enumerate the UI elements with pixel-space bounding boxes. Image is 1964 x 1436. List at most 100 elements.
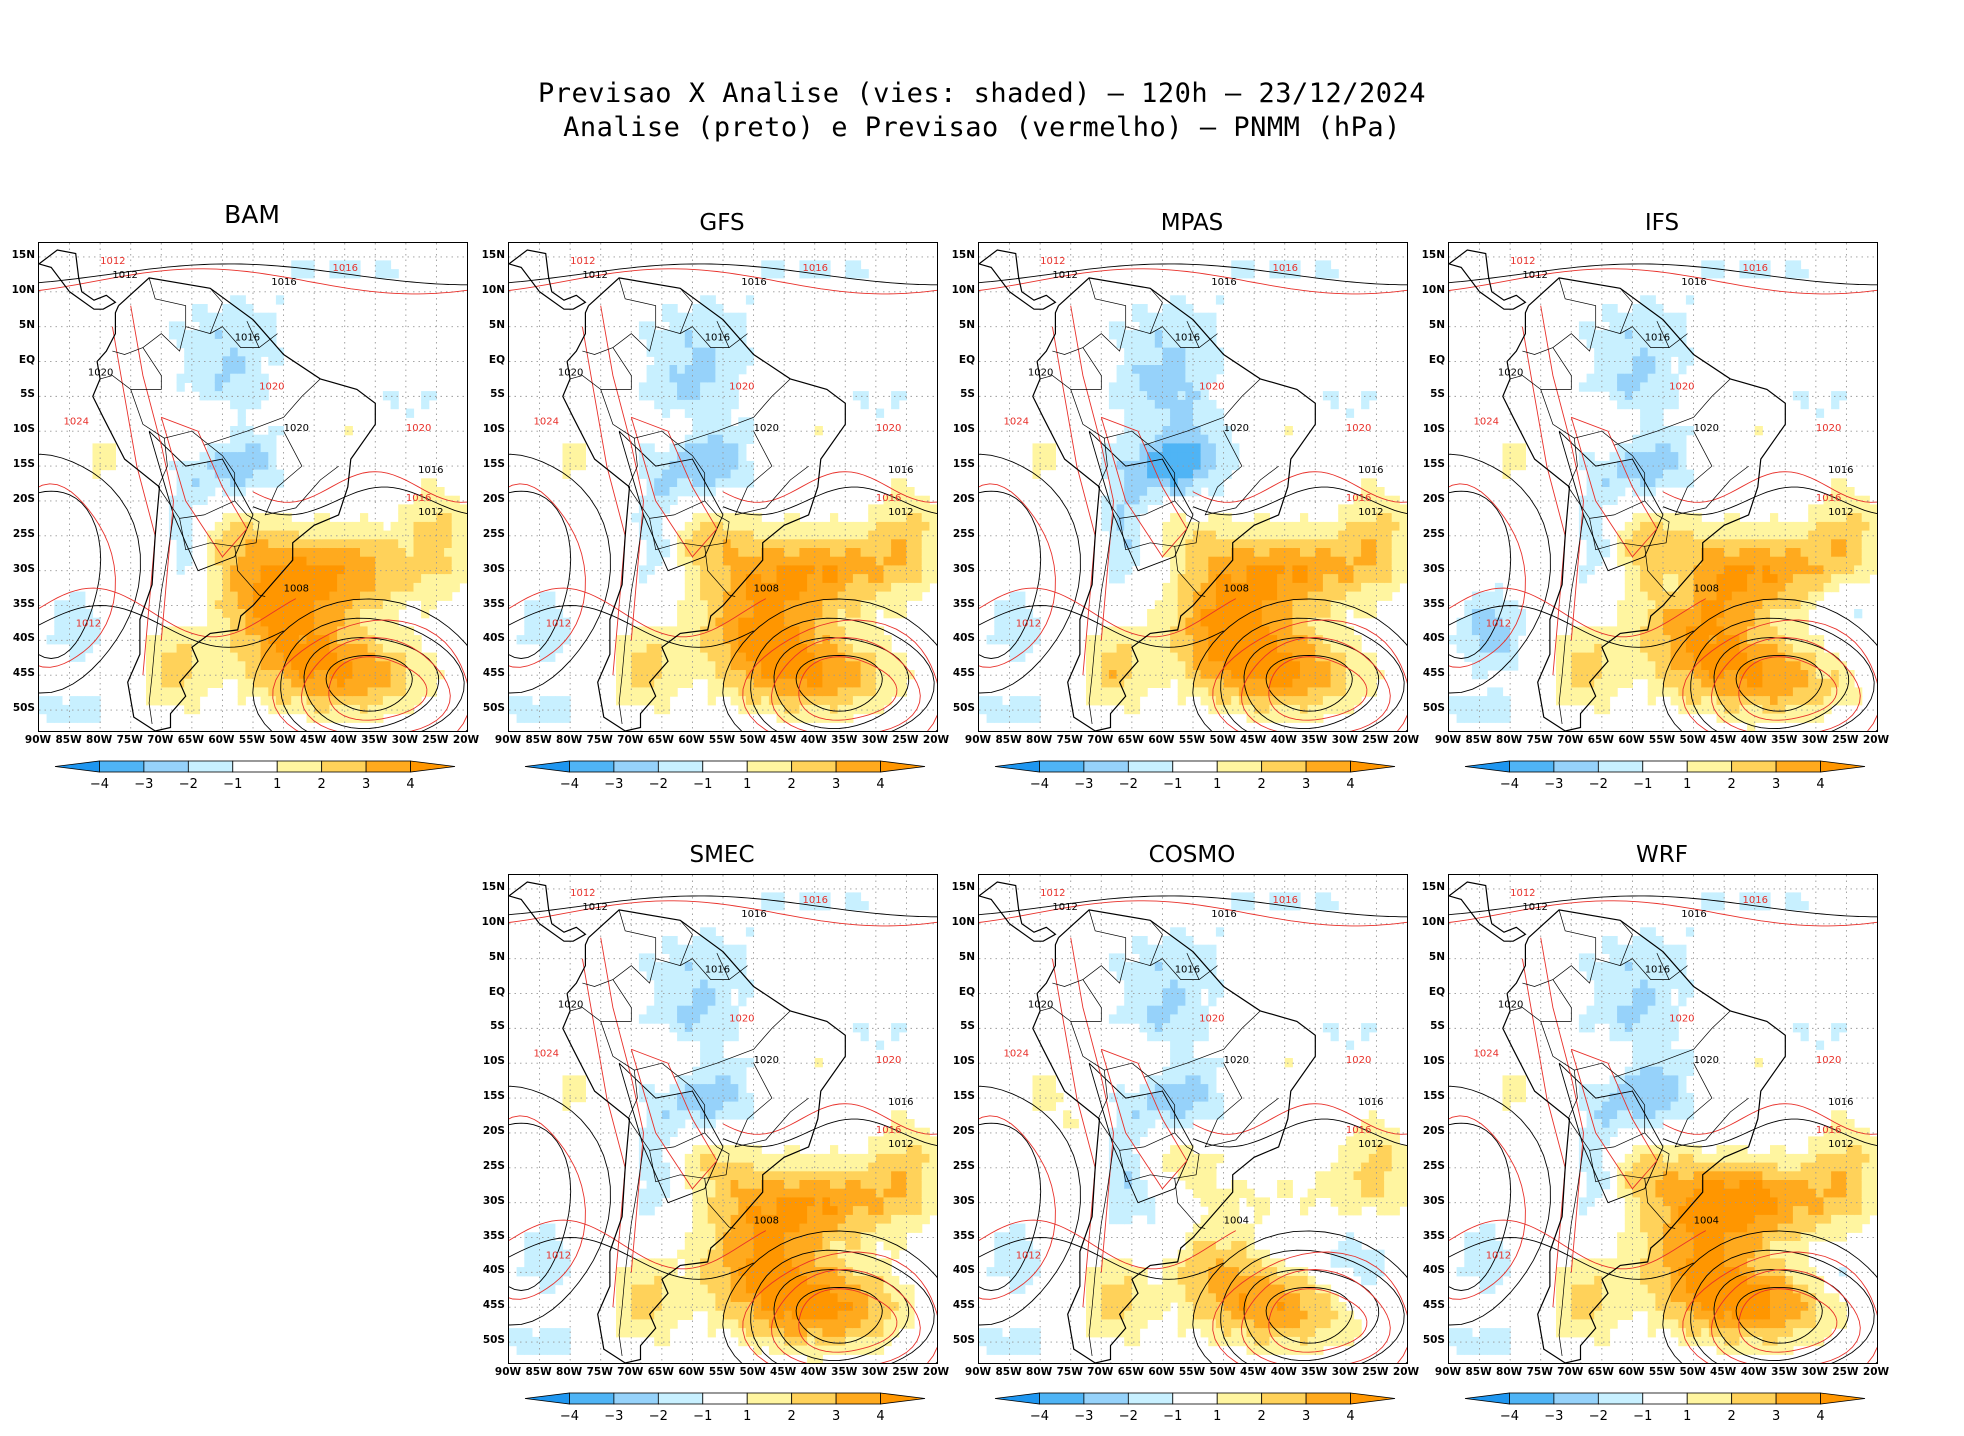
lon-label: 35W [1771,734,1798,746]
isobar-label-black: 1016 [1828,465,1853,476]
lon-label: 35W [1301,734,1328,746]
lat-label: 10N [1421,915,1445,928]
lon-label: 85W [55,734,82,746]
isobar-label-red: 1016 [1816,1125,1841,1136]
lon-label: 45W [1240,734,1267,746]
lon-label: 50W [1679,1366,1706,1378]
forecast-isobars [1449,900,1877,1363]
colorbar-label: 3 [831,1409,841,1424]
isobar-label-black: 1020 [558,368,583,379]
colorbar-label: −2 [178,777,198,792]
isobar-label-black: 1012 [1358,1139,1383,1150]
map-svg-smec: 1012 1016 1016 1020 1020 1016 1012 1008 1012 1016… [509,875,937,1363]
lat-label: 10N [11,283,35,296]
panel-title-smec: SMEC [689,842,755,868]
main-title-line1: Previsao X Analise (vies: shaded) — 120h… [537,78,1427,109]
lon-label: 65W [1117,734,1144,746]
lat-label: 40S [1422,1264,1445,1277]
lat-label: 10S [482,423,505,436]
colorbar-mpas: −4 −3 −2 −1 1 2 3 4 [992,760,1398,795]
lon-label: 55W [708,1366,736,1378]
isobar-label-red: 1012 [76,618,101,629]
lon-label: 50W [739,1366,766,1378]
isobar-label-red: 1016 [876,493,901,504]
isobar-label-black: 1016 [888,465,913,476]
lat-label: 40S [482,1264,505,1277]
lon-label: 45W [770,734,797,746]
analysis-labels: 1012 1016 1016 1020 1020 1016 1012 1008 [558,902,914,1227]
lon-label: 75W [1056,1366,1083,1378]
analysis-labels: 1012 1016 1016 1020 1020 1016 1012 1004 [1028,902,1384,1227]
lon-label: 35W [1301,1366,1328,1378]
isobar-label-black: 1016 [705,965,730,976]
colorbar-label: 4 [406,777,415,792]
lon-label: 20W [1862,734,1890,746]
lat-label: 5N [958,318,975,331]
map-svg-ifs: 1012 1016 1016 1020 1020 1016 1012 1008 1012 1016… [1449,243,1877,731]
coastline [509,249,846,731]
lat-label: 50S [482,1334,505,1347]
lat-label: 20S [1422,1124,1445,1137]
lon-label: 35W [831,1366,858,1378]
coastline [509,881,846,1363]
lat-label: 10S [1422,423,1445,436]
isobar-label-red: 1012 [570,888,595,899]
lon-label: 55W [708,734,736,746]
lat-label: 10N [951,283,975,296]
analysis-labels: 1012 1016 1016 1020 1020 1016 1012 1004 [1498,902,1854,1227]
lat-label: 15N [481,880,505,893]
main-title-line2: Analise (preto) e Previsao (vermelho) — … [563,112,1401,143]
lat-label: 50S [1422,1334,1445,1347]
isobar-label-black: 1012 [1052,270,1077,281]
lon-label: 40W [1270,1366,1297,1378]
colorbar-label: 1 [743,1409,752,1424]
lat-label: 20S [482,1124,505,1137]
lat-label: 15N [1421,248,1445,261]
lat-label: 5S [960,1020,975,1033]
colorbar-label: −2 [1588,1409,1608,1424]
isobar-label-red: 1020 [729,1013,754,1024]
colorbar-label: 1 [1213,777,1222,792]
forecast-labels: 1012 1016 1020 1024 1020 1016 1012 [534,256,902,630]
forecast-isobars [39,268,467,731]
colorbar-smec: −4 −3 −2 −1 1 2 3 4 [522,1392,928,1427]
lat-label: 35S [482,1229,505,1242]
lon-label: 50W [1679,734,1706,746]
isobar-label-red: 1016 [1743,263,1768,274]
forecast-isobars [979,268,1407,731]
isobar-label-black: 1008 [1224,584,1249,595]
isobar-label-red: 1012 [1040,256,1065,267]
lon-label: 25W [892,1366,919,1378]
lat-label: 10S [952,1055,975,1068]
lat-label: 45S [1422,1299,1445,1312]
lon-label: 25W [1832,734,1859,746]
isobar-label-black: 1020 [1694,1055,1719,1066]
colorbar-label: 2 [317,777,326,792]
lat-label: 10N [1421,283,1445,296]
analysis-isobars [509,895,937,1363]
colorbar-label: 4 [1816,1409,1825,1424]
colorbar-label: 2 [1727,777,1736,792]
isobar-label-red: 1012 [546,618,571,629]
isobar-label-black: 1012 [582,270,607,281]
isobar-label-black: 1016 [235,333,260,344]
isobar-label-red: 1016 [1743,895,1768,906]
isobar-label-black: 1012 [1522,902,1547,913]
map-panel-cosmo: 1012 1016 1016 1020 1020 1016 1012 1004 1012 1016… [978,874,1408,1364]
isobar-label-red: 1012 [1486,1250,1511,1261]
isobar-label-red: 1012 [546,1250,571,1261]
forecast-labels: 1012 1016 1020 1024 1020 1016 1012 [64,256,432,630]
isobar-label-red: 1024 [1004,1048,1029,1059]
isobar-label-black: 1016 [1211,277,1236,288]
lon-label: 35W [1771,1366,1798,1378]
lat-label: 5N [958,950,975,963]
lat-label: 25S [482,1159,505,1172]
lon-label: 60W [1148,1366,1175,1378]
isobar-label-black: 1020 [754,423,779,434]
lon-label: 85W [1465,1366,1492,1378]
lon-label: 60W [1148,734,1175,746]
lon-label: 40W [1270,734,1297,746]
lat-label: 5S [1430,388,1445,401]
isobar-label-red: 1020 [1816,1055,1841,1066]
colorbar-label: −1 [1633,777,1653,792]
